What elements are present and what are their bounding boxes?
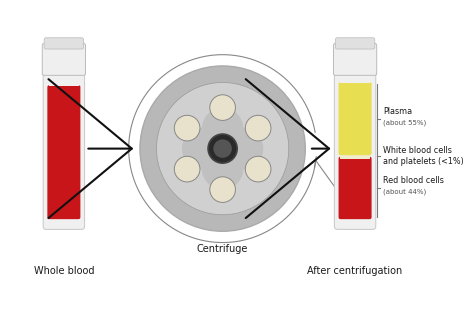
Text: After centrifugation: After centrifugation (308, 266, 403, 276)
Text: Centrifuge: Centrifuge (197, 244, 248, 254)
Circle shape (246, 156, 271, 182)
FancyBboxPatch shape (338, 157, 372, 219)
Bar (49, 73, 79, 86)
Circle shape (156, 82, 289, 215)
Text: Red blood cells: Red blood cells (383, 176, 444, 185)
FancyBboxPatch shape (338, 82, 372, 155)
Circle shape (210, 177, 236, 203)
Circle shape (208, 134, 237, 163)
Circle shape (202, 148, 244, 189)
FancyBboxPatch shape (334, 43, 377, 75)
FancyBboxPatch shape (43, 69, 84, 229)
Circle shape (222, 128, 263, 169)
Circle shape (174, 115, 200, 141)
Circle shape (174, 156, 200, 182)
Bar (340, 73, 370, 83)
Circle shape (140, 66, 305, 231)
Text: (about 44%): (about 44%) (383, 189, 427, 195)
FancyBboxPatch shape (335, 69, 376, 229)
FancyBboxPatch shape (42, 43, 85, 75)
Circle shape (213, 139, 232, 158)
Text: Whole blood: Whole blood (34, 266, 94, 276)
FancyBboxPatch shape (44, 38, 83, 49)
FancyBboxPatch shape (335, 38, 375, 49)
Circle shape (210, 95, 236, 120)
Bar (340, 153, 370, 159)
Text: (about 55%): (about 55%) (383, 119, 427, 126)
Text: White blood cells
and platelets (<1%): White blood cells and platelets (<1%) (383, 146, 464, 166)
Circle shape (246, 115, 271, 141)
Circle shape (202, 108, 244, 149)
Circle shape (182, 128, 224, 169)
Text: Plasma: Plasma (383, 107, 412, 116)
FancyBboxPatch shape (47, 85, 81, 219)
